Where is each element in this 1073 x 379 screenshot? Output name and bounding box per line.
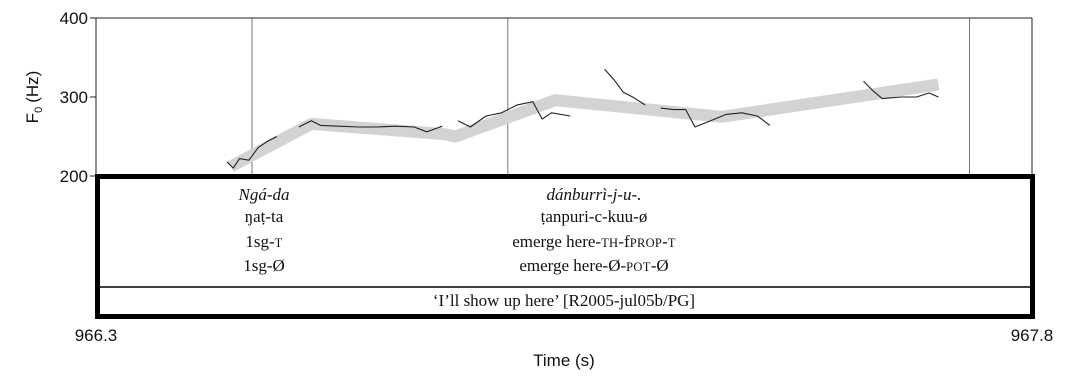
gloss-part: -Ø — [651, 256, 669, 275]
small-caps-gloss: TH — [601, 236, 618, 250]
y-tick-label: 400 — [60, 9, 88, 28]
gloss-gloss1: emerge here-TH-fPROP-T — [512, 232, 676, 251]
stylized-contour-line — [227, 78, 940, 172]
pitch-track-segment — [863, 80, 939, 100]
y-tick-label: 200 — [60, 167, 88, 186]
translation-text: ‘I’ll show up here’ [R2005-jul05b/PG] — [433, 291, 695, 310]
x-tick-label-end: 967.8 — [1011, 326, 1054, 345]
x-axis: 966.3 967.8 Time (s) — [75, 326, 1054, 370]
gloss-part: emerge here-Ø- — [519, 256, 626, 275]
pitch-track-segment — [457, 101, 571, 128]
x-tick-label-start: 966.3 — [75, 326, 118, 345]
gloss-part: emerge here- — [512, 232, 601, 251]
y-axis-label-unit: (Hz) — [23, 71, 42, 103]
y-axis-label-main: F — [23, 113, 42, 123]
stylized-pitch-contour — [227, 78, 940, 172]
pitch-track-segment — [604, 68, 646, 106]
gloss-phonemic: ṭanpuri-c-kuu-ø — [541, 207, 648, 226]
small-caps-gloss: POT — [626, 260, 651, 274]
raw-pitch-track — [226, 68, 939, 169]
textgrid-box — [95, 174, 1035, 319]
gloss-phonemic: ŋaṭ-ta — [245, 207, 284, 226]
y-axis-label: F0 (Hz) — [23, 71, 45, 124]
pitch-track-segment — [298, 120, 443, 133]
y-tick-label: 300 — [60, 88, 88, 107]
small-caps-gloss: T — [668, 236, 676, 250]
gloss-gloss2: emerge here-Ø-POT-Ø — [519, 256, 668, 275]
gloss-word: Ngá-da — [238, 185, 290, 204]
gloss-part: 1sg-Ø — [243, 256, 285, 275]
textgrid-outer-border — [95, 174, 1035, 319]
small-caps-gloss: PROP — [630, 236, 662, 250]
gloss-part: 1sg- — [245, 232, 275, 251]
y-axis: 400 300 200 — [60, 9, 96, 186]
gloss-word: dánburrì-j-u-. — [547, 185, 642, 204]
pitch-track-segment — [660, 107, 771, 128]
gloss-gloss1: 1sg-T — [245, 232, 282, 251]
y-axis-label-subscript: 0 — [33, 107, 45, 113]
gloss-gloss2: 1sg-Ø — [243, 256, 285, 275]
x-axis-label: Time (s) — [533, 351, 595, 370]
small-caps-gloss: T — [275, 236, 283, 250]
gloss-part: - — [662, 232, 668, 251]
gloss-part: -f — [618, 232, 630, 251]
interlinear-gloss: Ngá-daŋaṭ-ta1sg-T1sg-Ødánburrì-j-u-.ṭanp… — [238, 185, 676, 275]
pitch-track-segment — [226, 136, 278, 169]
